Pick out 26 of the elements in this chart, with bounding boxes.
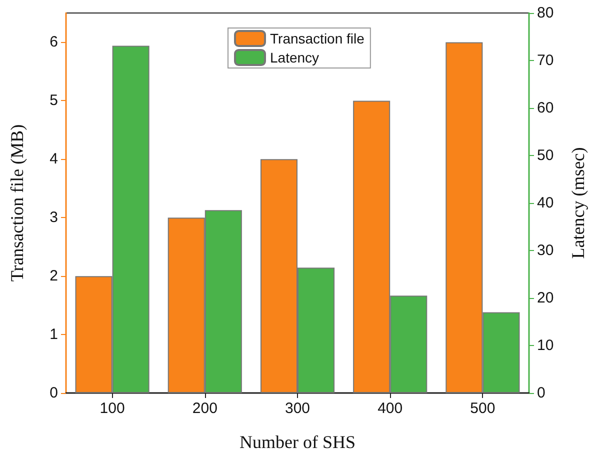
y2-tick-label: 0 [537, 384, 546, 402]
x-tick-label: 300 [284, 400, 310, 417]
y2-tick-label: 20 [537, 290, 554, 306]
legend-label: Transaction file [270, 30, 365, 46]
x-tick-label: 500 [470, 400, 496, 417]
y-tick-label: 2 [50, 268, 58, 285]
y-tick-label: 5 [50, 92, 58, 110]
y2-tick-label: 60 [537, 100, 554, 116]
y-tick-label: 0 [50, 384, 58, 402]
y-tick-label: 1 [50, 326, 58, 344]
y-tick-label: 4 [50, 150, 58, 168]
y2-tick-label: 50 [537, 147, 554, 164]
y2-axis-title: Latency (msec) [568, 147, 588, 259]
y-tick-label: 6 [50, 34, 58, 51]
y-tick-label: 3 [50, 209, 58, 226]
x-tick-label: 400 [378, 400, 403, 417]
y2-tick-label: 30 [537, 242, 554, 259]
y2-tick-label: 70 [537, 52, 554, 69]
y2-tick-label: 80 [537, 4, 554, 22]
y2-tick-label: 10 [537, 337, 554, 354]
legend-label: Latency [270, 50, 320, 66]
x-axis-title: Number of SHS [240, 432, 356, 452]
y-axis-title: Transaction file (MB) [7, 124, 27, 282]
y2-tick-label: 40 [537, 194, 554, 212]
x-tick-label: 200 [192, 400, 218, 417]
x-tick-label: 100 [100, 400, 125, 417]
